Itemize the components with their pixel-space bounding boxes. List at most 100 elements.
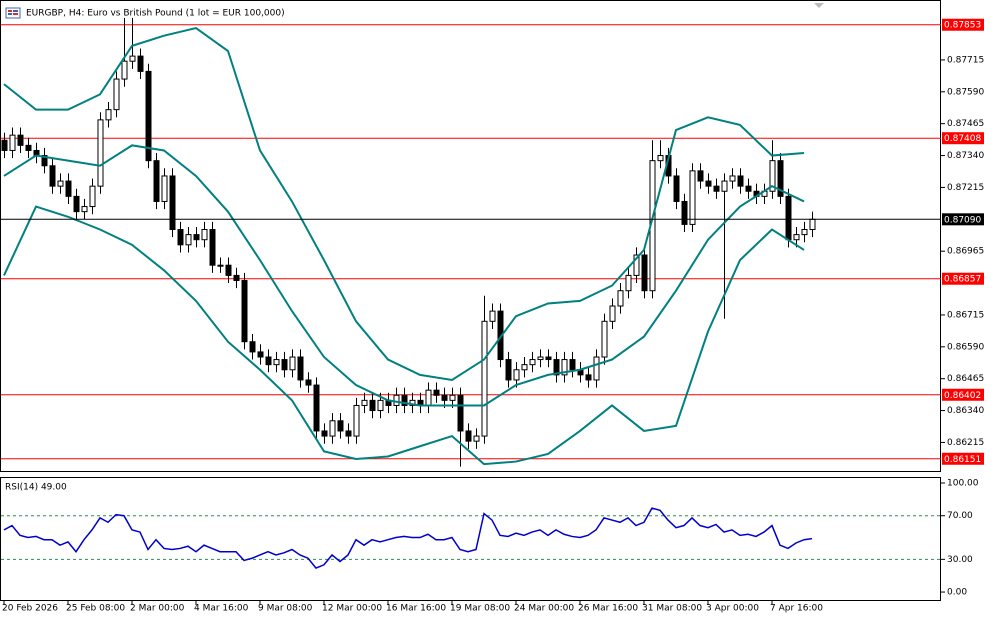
x-tick-label: 26 Mar 16:00 bbox=[578, 604, 638, 614]
level-tag bbox=[942, 388, 984, 401]
candle-body bbox=[545, 356, 552, 361]
level-label: 0.86857 bbox=[944, 275, 981, 285]
candle-body bbox=[289, 356, 296, 371]
candle-body bbox=[785, 195, 792, 241]
y-tick-label: 0.87715 bbox=[947, 55, 984, 65]
rsi-pane bbox=[0, 477, 941, 601]
level-tag bbox=[942, 272, 984, 285]
y-tick-label: 0.87215 bbox=[947, 183, 984, 193]
bollinger-middle bbox=[3, 144, 805, 407]
y-tick-label: 0.86590 bbox=[947, 342, 984, 352]
candle-body bbox=[617, 290, 624, 307]
candle-body bbox=[137, 55, 144, 72]
level-label: 0.86151 bbox=[944, 455, 981, 465]
x-tick-label: 4 Mar 16:00 bbox=[194, 604, 249, 614]
candle-body bbox=[793, 234, 800, 241]
candle-body bbox=[145, 70, 152, 162]
candle-body bbox=[489, 310, 496, 322]
last-price-tag bbox=[942, 213, 984, 226]
candle-body bbox=[537, 356, 544, 361]
candle-body bbox=[89, 185, 96, 208]
candle-body bbox=[273, 359, 280, 366]
y-tick-label: 0.86340 bbox=[947, 406, 984, 416]
candle-body bbox=[233, 274, 240, 282]
candle-body bbox=[705, 180, 712, 187]
candle-body bbox=[569, 359, 576, 371]
candle-body bbox=[369, 399, 376, 412]
candle-body bbox=[473, 435, 480, 442]
candle-body bbox=[609, 305, 616, 322]
candle-body bbox=[305, 379, 312, 386]
candle-body bbox=[457, 394, 464, 432]
candle-body bbox=[465, 430, 472, 442]
x-tick-label: 2 Mar 00:00 bbox=[130, 604, 185, 614]
candle-body bbox=[433, 389, 440, 396]
candle-body bbox=[169, 175, 176, 231]
y-tick-label: 0.87340 bbox=[947, 151, 984, 161]
y-tick-label: 30.00 bbox=[947, 555, 973, 565]
candle-body bbox=[769, 160, 776, 192]
candle-body bbox=[529, 359, 536, 366]
y-tick-label: 100.00 bbox=[947, 479, 979, 489]
candle-body bbox=[281, 359, 288, 371]
candle-body bbox=[625, 274, 632, 292]
x-tick-label: 16 Mar 16:00 bbox=[386, 604, 446, 614]
y-tick-label: 0.86965 bbox=[947, 247, 984, 257]
candle-body bbox=[681, 200, 688, 225]
candle-body bbox=[377, 399, 384, 412]
candle-body bbox=[697, 170, 704, 182]
candle-body bbox=[297, 356, 304, 381]
candle-body bbox=[737, 175, 744, 187]
candle-body bbox=[105, 109, 112, 121]
candle-body bbox=[441, 394, 448, 401]
candle-body bbox=[193, 234, 200, 241]
candle-body bbox=[345, 430, 352, 437]
candle-body bbox=[49, 165, 56, 187]
last-price-label: 0.87090 bbox=[944, 215, 981, 225]
candle-body bbox=[729, 175, 736, 182]
level-tag bbox=[942, 18, 984, 31]
x-tick-label: 25 Feb 08:00 bbox=[66, 604, 125, 614]
symbol-icon bbox=[5, 7, 21, 19]
candle-body bbox=[241, 280, 248, 343]
x-tick-label: 24 Mar 00:00 bbox=[514, 604, 574, 614]
candle-body bbox=[601, 320, 608, 358]
candle-body bbox=[337, 420, 344, 432]
x-tick-label: 19 Mar 08:00 bbox=[450, 604, 510, 614]
candle-body bbox=[225, 264, 232, 276]
candle-body bbox=[713, 185, 720, 192]
level-label: 0.86402 bbox=[944, 391, 981, 401]
candle-body bbox=[81, 206, 88, 213]
candle-body bbox=[553, 359, 560, 376]
x-tick-label: 31 Mar 08:00 bbox=[642, 604, 702, 614]
candle-body bbox=[113, 78, 120, 111]
candle-body bbox=[97, 119, 104, 187]
candle-body bbox=[481, 320, 488, 437]
candle-body bbox=[201, 229, 208, 241]
candle-body bbox=[73, 195, 80, 213]
x-tick-label: 3 Apr 00:00 bbox=[706, 604, 759, 614]
candle-body bbox=[249, 341, 256, 353]
candle-body bbox=[321, 430, 328, 437]
bollinger-lower bbox=[3, 205, 805, 466]
pane-title: RSI(14) 49.00 bbox=[5, 483, 67, 493]
candle-body bbox=[121, 60, 128, 80]
y-tick-label: 0.00 bbox=[947, 588, 967, 598]
level-tag bbox=[942, 132, 984, 145]
candle-body bbox=[257, 351, 264, 358]
candle-body bbox=[689, 170, 696, 225]
candle-body bbox=[657, 155, 664, 162]
candle-body bbox=[217, 264, 224, 267]
candle-body bbox=[401, 394, 408, 406]
pane-title: EURGBP, H4: Euro vs British Pound (1 lot… bbox=[26, 9, 285, 19]
candle-body bbox=[57, 180, 64, 187]
x-tick-label: 7 Apr 16:00 bbox=[770, 604, 823, 614]
candle-body bbox=[777, 160, 784, 197]
candle-body bbox=[1, 139, 8, 151]
candle-body bbox=[185, 234, 192, 246]
candle-body bbox=[41, 155, 48, 167]
candle-body bbox=[209, 229, 216, 266]
candle-body bbox=[673, 175, 680, 202]
candle-body bbox=[361, 399, 368, 406]
